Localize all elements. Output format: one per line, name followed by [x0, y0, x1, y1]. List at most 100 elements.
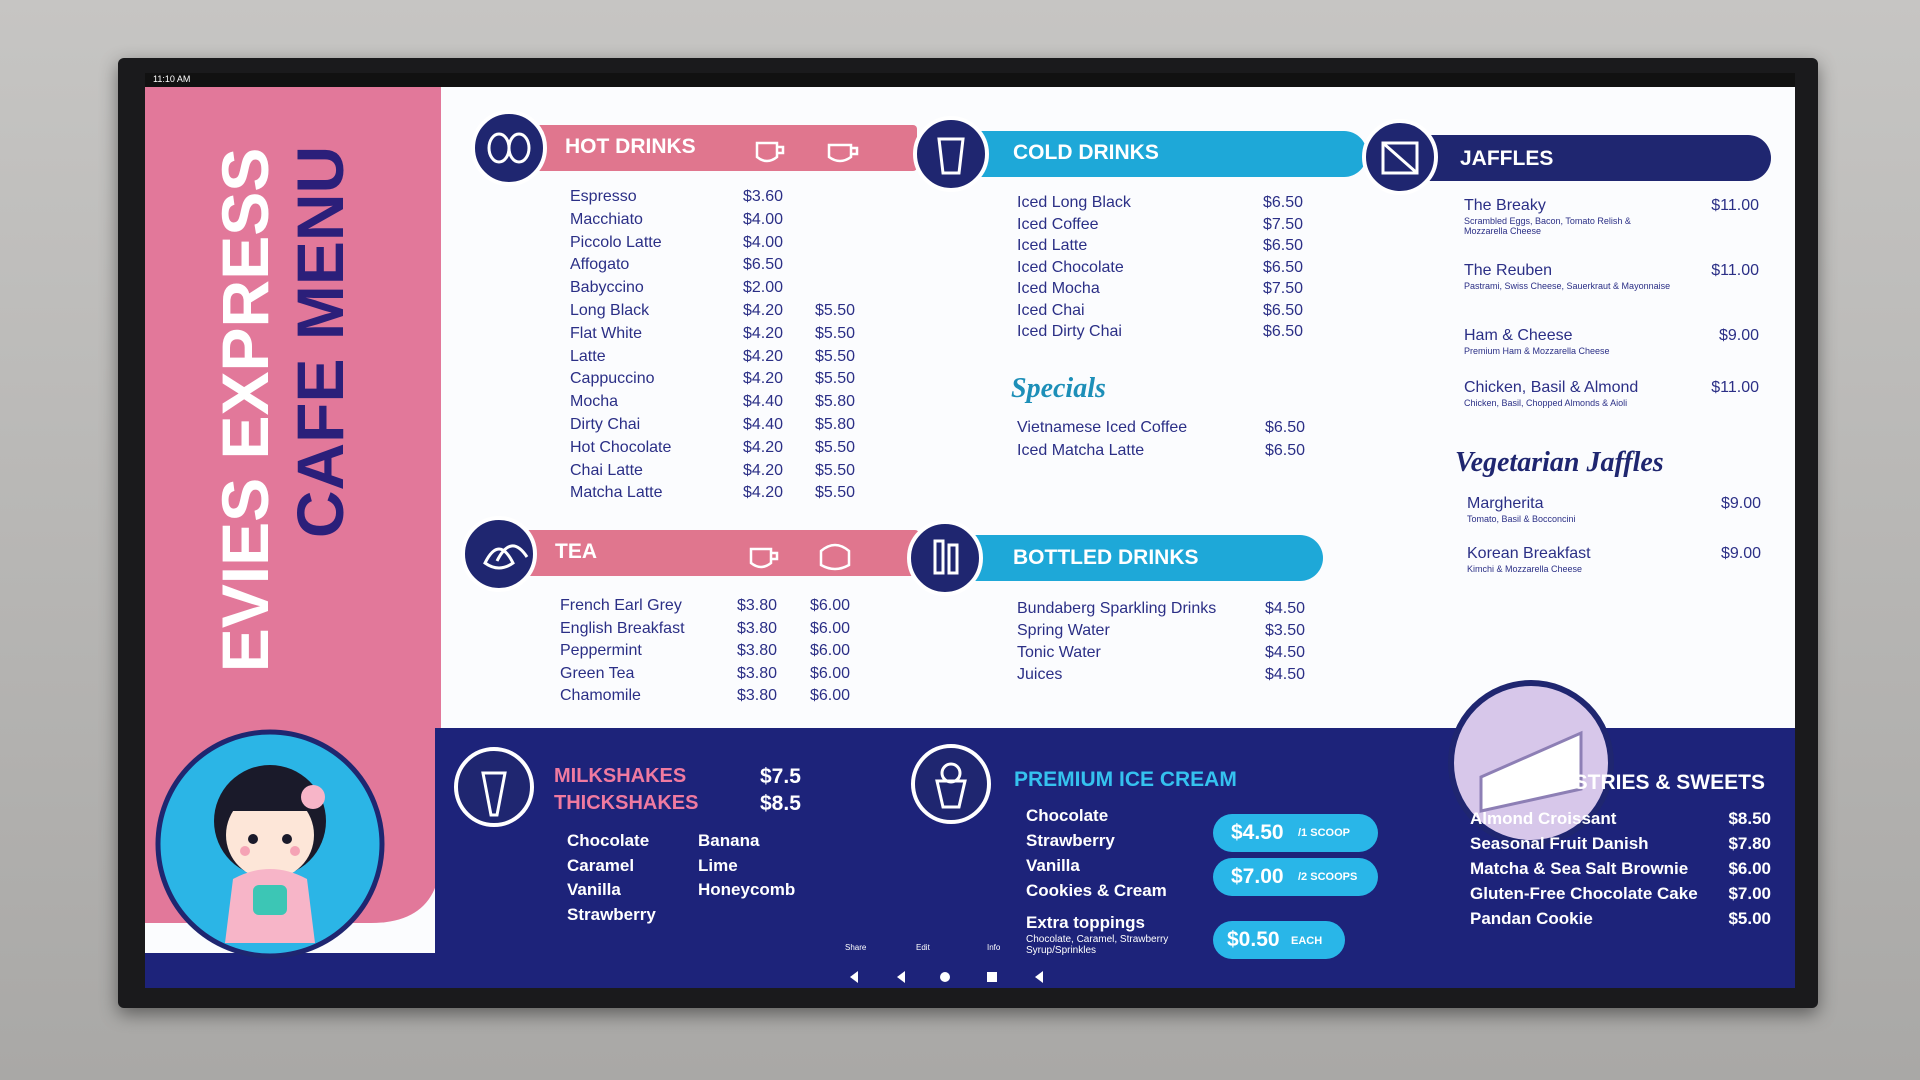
item-name: Chamomile: [560, 687, 641, 704]
item-name: Chicken, Basil & Almond: [1464, 379, 1639, 396]
item-price: $5.50: [815, 324, 856, 342]
pill-price: $4.50: [1231, 821, 1284, 844]
item-name: Cappuccino: [570, 370, 655, 388]
status-bar: [145, 73, 1795, 87]
flavour: Chocolate: [1026, 806, 1109, 825]
item-price: $4.50: [1265, 600, 1306, 617]
section-title: HOT DRINKS: [565, 135, 696, 158]
item-name: Matcha Latte: [570, 484, 663, 502]
section-title: PASTRIES & SWEETS: [1546, 771, 1765, 794]
item-price: $4.50: [1265, 666, 1306, 683]
item-name: The Reuben: [1464, 262, 1553, 279]
menu-screen: 11:10 AM EVIES EXPRESS CAFE MENU HOT DRINKS…: [145, 73, 1795, 988]
item-price: $5.00: [1728, 909, 1771, 928]
pill-price: $7.00: [1231, 865, 1284, 888]
item-price: $6.50: [1263, 323, 1304, 340]
item-name: Iced Coffee: [1017, 215, 1099, 233]
item-price: $5.80: [815, 393, 856, 411]
item-description: Scrambled Eggs, Bacon, Tomato Relish & M…: [1464, 216, 1631, 236]
item-price: $6.00: [810, 642, 851, 659]
pill-price: $0.50: [1227, 928, 1280, 951]
section-title: COLD DRINKS: [1013, 141, 1159, 164]
item-price: $4.40: [743, 393, 784, 411]
item-name: Peppermint: [560, 642, 642, 659]
flavour: Chocolate: [567, 831, 650, 850]
item-name: Vietnamese Iced Coffee: [1017, 419, 1188, 436]
item-price: $4.20: [743, 370, 784, 388]
item-name: Chai Latte: [570, 461, 643, 479]
toppings-title: Extra toppings: [1026, 913, 1146, 932]
item-price: $6.50: [1263, 258, 1304, 276]
item-price: $7.50: [1263, 215, 1304, 233]
item-name: Green Tea: [560, 664, 635, 682]
item-name: Long Black: [570, 302, 650, 319]
item-name: The Breaky: [1464, 197, 1546, 214]
item-name: Margherita: [1467, 495, 1544, 512]
item-name: Espresso: [570, 188, 637, 205]
item-price: $6.00: [810, 687, 851, 704]
item-price: $3.80: [737, 619, 778, 637]
item-name: Iced Latte: [1017, 237, 1088, 254]
item-name: French Earl Grey: [560, 597, 682, 614]
nav-action: Info: [987, 943, 1001, 952]
item-name: Bundaberg Sparkling Drinks: [1017, 600, 1217, 617]
item-price: $3.80: [737, 687, 778, 704]
menu-graphics: [145, 73, 1795, 988]
item-name: Almond Croissant: [1470, 809, 1617, 828]
item-name: Latte: [570, 347, 606, 365]
tea-bar: [499, 530, 919, 576]
item-name: English Breakfast: [560, 619, 685, 637]
item-price: $4.20: [743, 347, 784, 365]
item-name: Hot Chocolate: [570, 438, 672, 456]
item-price: $4.50: [1265, 644, 1306, 661]
price-pills: [1213, 814, 1378, 959]
item-name: Spring Water: [1017, 622, 1110, 639]
nav-action: Share: [845, 943, 867, 952]
item-price: $4.20: [743, 461, 784, 479]
flavour: Strawberry: [1026, 831, 1115, 850]
pill-unit: EACH: [1291, 935, 1323, 947]
item-description: Premium Ham & Mozzarella Cheese: [1464, 346, 1610, 356]
item-name: Macchiato: [570, 210, 643, 228]
item-name: Tonic Water: [1017, 644, 1101, 661]
item-description: Pastrami, Swiss Cheese, Sauerkraut & May…: [1464, 281, 1671, 291]
item-price: $5.50: [815, 302, 856, 319]
item-name: Matcha & Sea Salt Brownie: [1470, 859, 1689, 878]
item-description: Chicken, Basil, Chopped Almonds & Aioli: [1464, 398, 1628, 408]
flavour: Strawberry: [567, 904, 656, 924]
item-name: Seasonal Fruit Danish: [1470, 834, 1649, 853]
pill-unit: /2 SCOOPS: [1298, 871, 1358, 883]
item-price: $7.00: [1728, 884, 1771, 903]
flavour: Vanilla: [567, 880, 621, 899]
status-time: 11:10 AM: [153, 74, 191, 84]
cake-icon: [1479, 730, 1583, 813]
item-price: $5.50: [815, 370, 856, 388]
item-price: $4.20: [743, 438, 784, 456]
item-price: $11.00: [1711, 262, 1759, 279]
flavour: Vanilla: [1026, 856, 1080, 875]
item-name: Affogato: [570, 256, 630, 274]
section-title: Vegetarian Jaffles: [1455, 447, 1664, 478]
item-description: Kimchi & Mozzarella Cheese: [1467, 564, 1583, 574]
section-title: TEA: [555, 540, 597, 563]
item-price: $4.20: [743, 324, 784, 342]
shake-name: MILKSHAKES: [554, 765, 687, 787]
icon-glyphs: [481, 132, 1419, 817]
shake-price: $7.5: [760, 765, 801, 788]
flavour: Cookies & Cream: [1026, 881, 1167, 900]
section-icons: [454, 110, 1438, 827]
item-price: $5.80: [815, 416, 856, 433]
item-name: Iced Chocolate: [1017, 258, 1124, 276]
item-name: Flat White: [570, 324, 643, 342]
item-price: $5.50: [815, 461, 856, 479]
hot-drinks-bar: [509, 125, 917, 171]
item-name: Pandan Cookie: [1470, 909, 1593, 928]
item-price: $9.00: [1718, 327, 1759, 344]
item-price: $6.50: [1263, 237, 1304, 254]
flavour: Honeycomb: [698, 880, 796, 899]
item-name: Dirty Chai: [570, 416, 641, 433]
section-title: Specials: [1011, 373, 1106, 404]
item-price: $6.50: [1265, 419, 1306, 436]
bottled-drinks-bar: [945, 535, 1323, 581]
cup-icons: [749, 141, 859, 571]
